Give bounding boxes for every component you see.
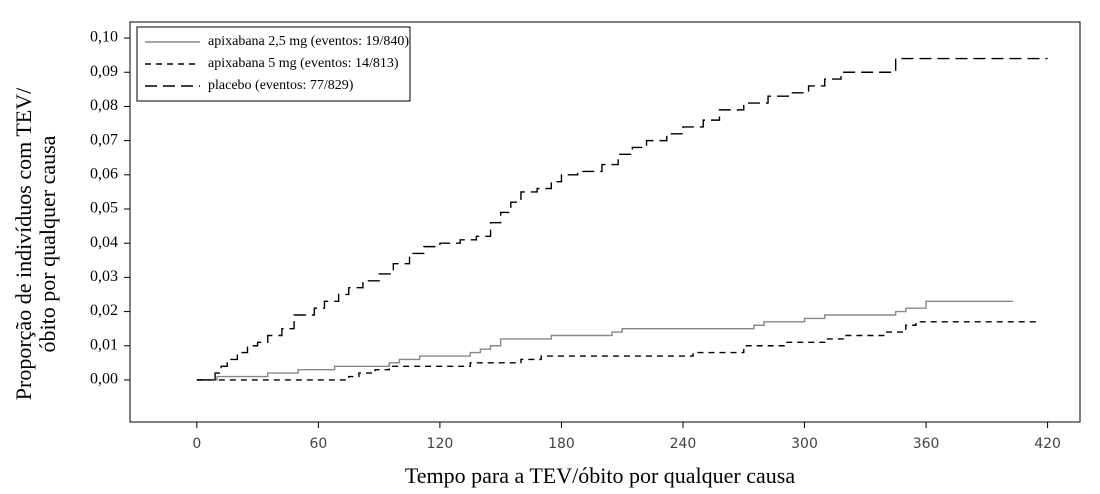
y-tick-label: 0,10 [90,29,118,46]
km-curve [196,57,1048,381]
x-tick-label: 0 [192,436,201,452]
y-tick-label: 0,02 [90,302,118,319]
x-tick-label: 300 [791,436,818,452]
legend-label: placebo (eventos: 77/829) [208,78,354,93]
x-axis-label: Tempo para a TEV/óbito por qualquer caus… [405,463,795,488]
y-tick-label: 0,08 [90,97,118,114]
y-axis-label: óbito por qualquer causa [35,135,60,352]
y-axis-label: Proporção de indivíduos com TEV/ [11,87,36,400]
x-tick-label: 420 [1034,436,1061,452]
x-tick-label: 360 [913,436,940,452]
x-tick-label: 120 [427,436,454,452]
y-tick-label: 0,01 [90,336,118,353]
y-tick-label: 0,00 [90,371,118,388]
legend-label: apixabana 2,5 mg (eventos: 19/840) [208,34,409,49]
plot-frame [129,21,1081,423]
y-tick-label: 0,06 [90,165,118,182]
y-tick-label: 0,09 [90,63,118,80]
y-tick-label: 0,05 [90,200,118,217]
legend-label: apixabana 5 mg (eventos: 14/813) [208,56,399,71]
x-tick-label: 180 [548,436,575,452]
y-tick-label: 0,03 [90,268,118,285]
y-tick-label: 0,07 [90,131,118,148]
km-curve [196,321,1038,381]
km-curve [196,300,1014,381]
y-tick-label: 0,04 [90,234,118,251]
x-tick-label: 240 [670,436,697,452]
x-tick-label: 60 [309,436,327,452]
